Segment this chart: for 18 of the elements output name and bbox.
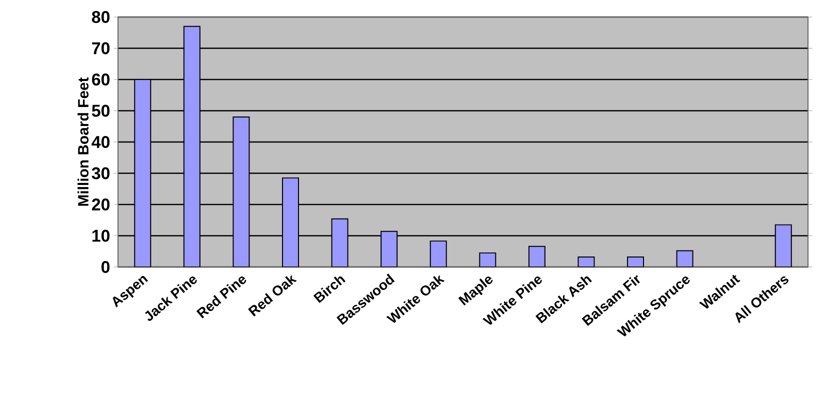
bar bbox=[331, 218, 348, 267]
y-tick-label: 40 bbox=[92, 136, 110, 148]
y-tick-label: 50 bbox=[92, 104, 110, 117]
bar bbox=[774, 224, 792, 267]
bar bbox=[183, 26, 200, 267]
y-tick-label: 0 bbox=[101, 261, 110, 273]
bar bbox=[430, 240, 447, 267]
bar bbox=[282, 177, 300, 267]
y-tick-label: 10 bbox=[92, 230, 110, 242]
y-tick-label: 70 bbox=[92, 42, 110, 54]
y-tick-label: 80 bbox=[92, 11, 110, 24]
bar bbox=[232, 116, 250, 267]
bar bbox=[134, 79, 152, 267]
bar bbox=[380, 230, 398, 267]
y-axis-title: Million Board Feet bbox=[78, 77, 89, 206]
y-tick-label: 20 bbox=[92, 198, 110, 211]
y-tick-label: 30 bbox=[92, 167, 110, 180]
y-tick-label: 60 bbox=[92, 74, 110, 86]
